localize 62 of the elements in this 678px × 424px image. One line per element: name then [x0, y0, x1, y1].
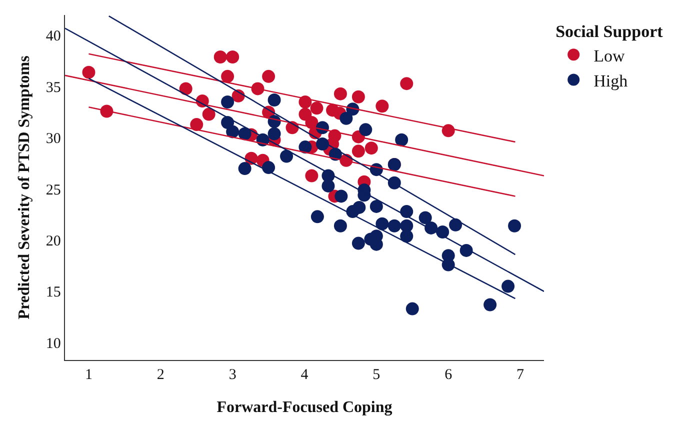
- y-tick-label: 40: [46, 28, 61, 45]
- x-tick-label: 4: [300, 367, 309, 384]
- point: [484, 298, 497, 312]
- point: [268, 127, 281, 140]
- point: [190, 118, 204, 132]
- point: [400, 205, 414, 218]
- x-tick-label: 6: [444, 367, 453, 384]
- point: [221, 70, 234, 83]
- x-tick-label: 2: [156, 367, 164, 384]
- point: [418, 211, 432, 224]
- point: [502, 280, 515, 293]
- point: [376, 100, 389, 113]
- y-tick-label: 20: [46, 233, 61, 250]
- point: [310, 102, 324, 115]
- y-tick-label: 35: [46, 80, 61, 96]
- point: [262, 70, 276, 83]
- point: [226, 125, 240, 138]
- point: [221, 96, 234, 109]
- point: [214, 50, 227, 64]
- point: [388, 219, 401, 232]
- legend-label: High: [594, 71, 628, 90]
- point: [508, 219, 522, 232]
- x-tick-label: 1: [84, 367, 92, 384]
- point: [334, 219, 347, 232]
- point: [395, 133, 408, 146]
- point: [238, 162, 252, 176]
- point: [310, 210, 324, 224]
- point: [298, 140, 312, 154]
- legend-title: Social Support: [556, 22, 664, 42]
- point: [359, 123, 372, 136]
- point: [305, 169, 318, 182]
- point: [268, 93, 281, 106]
- point: [352, 90, 365, 104]
- y-tick-label: 10: [46, 336, 61, 352]
- point: [334, 190, 348, 203]
- point: [352, 236, 365, 250]
- point: [226, 50, 240, 64]
- point: [364, 142, 378, 155]
- point: [449, 218, 462, 232]
- point: [334, 87, 347, 100]
- point: [202, 108, 216, 121]
- point: [280, 150, 294, 163]
- point: [82, 66, 96, 79]
- point: [376, 217, 389, 230]
- point: [298, 108, 312, 121]
- y-axis-title: Predicted Severity of PTSD Symptoms: [16, 56, 33, 320]
- point: [406, 302, 419, 316]
- point: [179, 82, 192, 96]
- point: [400, 77, 414, 90]
- x-tick-label: 7: [516, 367, 525, 384]
- point: [352, 144, 365, 158]
- point: [340, 112, 353, 125]
- x-tick-label: 5: [372, 367, 380, 384]
- legend-label: Low: [594, 46, 626, 66]
- x-tick-label: 3: [228, 367, 236, 384]
- point: [370, 200, 383, 213]
- x-axis-title: Forward-Focused Coping: [216, 398, 392, 416]
- point: [322, 179, 335, 192]
- y-tick-label: 15: [46, 284, 61, 301]
- point: [400, 230, 414, 243]
- y-tick-label: 30: [46, 131, 61, 148]
- y-tick-label: 25: [46, 182, 61, 198]
